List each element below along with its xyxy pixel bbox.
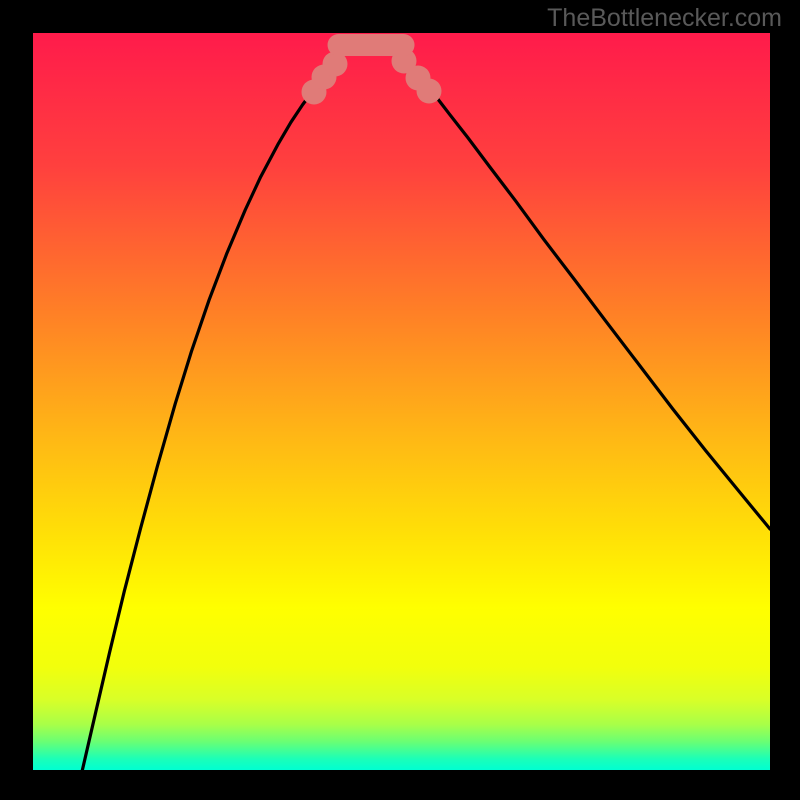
- marker-layer: [33, 33, 770, 770]
- plot-area: [33, 33, 770, 770]
- valley-marker-dot: [416, 79, 441, 104]
- watermark-text: TheBottlenecker.com: [547, 4, 782, 33]
- valley-marker-bar: [328, 34, 415, 56]
- chart-canvas: TheBottlenecker.com: [0, 0, 800, 800]
